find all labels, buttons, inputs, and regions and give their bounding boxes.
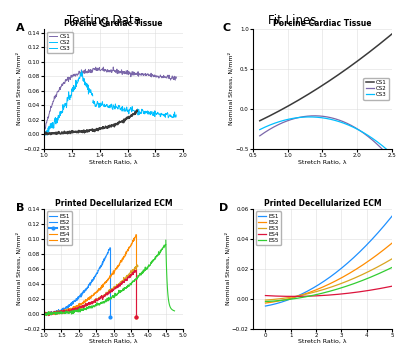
Y-axis label: Nominal Stress, N/mm²: Nominal Stress, N/mm²	[16, 232, 22, 305]
Legend: ES1, ES2, ES3, ES4, ES5: ES1, ES2, ES3, ES4, ES5	[256, 212, 281, 245]
Text: Testing Data: Testing Data	[67, 14, 141, 27]
Y-axis label: Nominal Stress, N/mm²: Nominal Stress, N/mm²	[225, 232, 230, 305]
Text: D: D	[219, 203, 229, 213]
Legend: CS1, CS2, CS3: CS1, CS2, CS3	[364, 78, 389, 100]
Title: Printed Decellularized ECM: Printed Decellularized ECM	[55, 199, 172, 208]
Y-axis label: Nominal Stress, N/mm²: Nominal Stress, N/mm²	[228, 52, 234, 125]
X-axis label: Stretch Ratio, λ: Stretch Ratio, λ	[298, 339, 347, 344]
Title: Printed Decellularized ECM: Printed Decellularized ECM	[264, 199, 381, 208]
Text: C: C	[222, 23, 230, 33]
Legend: CS1, CS2, CS3: CS1, CS2, CS3	[47, 32, 72, 53]
Y-axis label: Nominal Stress, N/mm²: Nominal Stress, N/mm²	[16, 52, 22, 125]
X-axis label: Stretch Ratio, λ: Stretch Ratio, λ	[89, 339, 138, 344]
Text: B: B	[16, 203, 24, 213]
Title: Porcine Cardiac Tissue: Porcine Cardiac Tissue	[273, 19, 372, 28]
Text: A: A	[16, 23, 25, 33]
X-axis label: Stretch Ratio, λ: Stretch Ratio, λ	[89, 159, 138, 164]
Text: Fit Lines: Fit Lines	[268, 14, 316, 27]
Legend: ES1, ES2, ES3, ES4, ES5: ES1, ES2, ES3, ES4, ES5	[47, 212, 72, 245]
X-axis label: Stretch Ratio, λ: Stretch Ratio, λ	[298, 159, 347, 164]
Title: Porcine Cardiac Tissue: Porcine Cardiac Tissue	[64, 19, 163, 28]
